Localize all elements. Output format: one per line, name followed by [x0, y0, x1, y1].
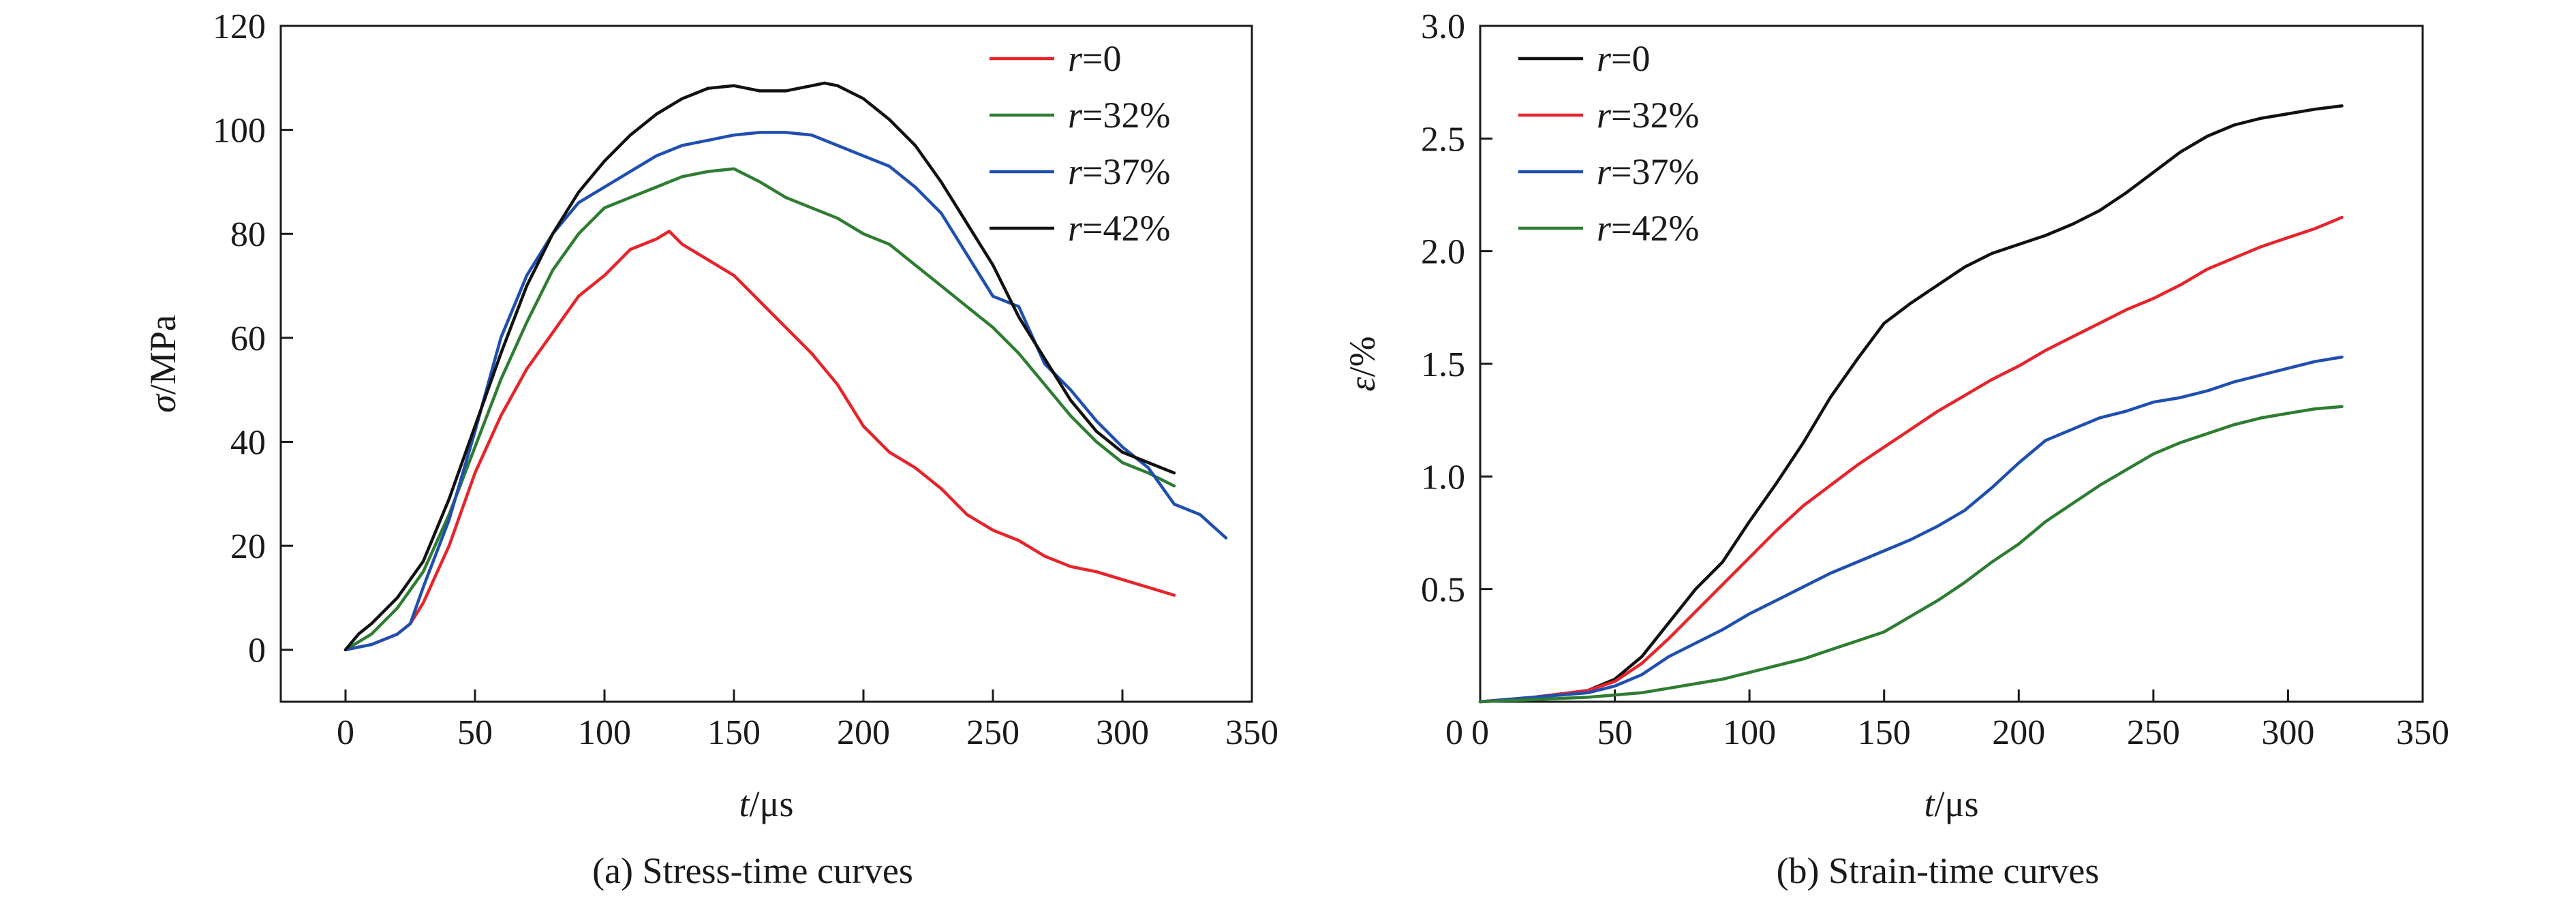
series-line-1 [343, 167, 1176, 651]
x-tick-label: 350 [1225, 713, 1278, 752]
legend-label-1: r=32% [1597, 95, 1699, 136]
x-tick-label: 0 [1445, 713, 1463, 752]
y-tick-label: 20 [230, 527, 266, 566]
legend-label-0: r=0 [1597, 38, 1650, 79]
chart-panel-0: 0 50 100 150 200 250 300 350 0 20 40 60 80 100 120 t/μs… [142, 7, 1278, 891]
series-line-0 [343, 230, 1176, 651]
legend-label-2: r=37% [1068, 151, 1170, 192]
y-tick-label: 0.5 [1421, 571, 1465, 610]
x-tick-label: 150 [1858, 713, 1911, 752]
y-axis-label: ε/% [1342, 336, 1383, 391]
x-tick-label: 0 [1471, 713, 1489, 752]
plot-frame [279, 25, 1253, 703]
legend-label-0: r=0 [1068, 38, 1121, 79]
y-tick-label: 2.0 [1421, 233, 1465, 272]
legend-label-2: r=37% [1597, 151, 1699, 192]
x-axis-label: t/μs [1925, 783, 1979, 824]
series-line-2 [1478, 355, 2344, 704]
series-line-3 [343, 81, 1176, 651]
y-tick-label: 0 [248, 632, 266, 670]
x-tick-label: 300 [2261, 713, 2314, 752]
x-tick-label: 100 [1723, 713, 1776, 752]
x-tick-label: 200 [1992, 713, 2045, 752]
series-line-0 [1478, 104, 2344, 704]
chart-caption: (b) Strain-time curves [1777, 850, 2100, 891]
series-line-1 [1478, 215, 2344, 704]
x-tick-label: 100 [578, 713, 631, 752]
y-tick-label: 100 [213, 112, 266, 151]
x-tick-label: 0 [337, 713, 354, 752]
x-tick-label: 50 [1597, 713, 1633, 752]
x-tick-label: 200 [837, 713, 890, 752]
x-tick-label: 350 [2396, 713, 2449, 752]
y-tick-label: 40 [230, 423, 266, 462]
x-tick-label: 250 [2127, 713, 2180, 752]
y-tick-label: 1.0 [1421, 458, 1465, 497]
y-axis-label: σ/MPa [142, 315, 183, 413]
legend-label-3: r=42% [1068, 208, 1170, 249]
x-tick-label: 50 [457, 713, 493, 752]
y-tick-label: 80 [230, 215, 266, 254]
y-tick-label: 3.0 [1421, 7, 1465, 46]
series-line-3 [1478, 405, 2344, 704]
legend-label-3: r=42% [1597, 208, 1699, 249]
chart-caption: (a) Stress-time curves [592, 850, 913, 891]
x-tick-label: 250 [966, 713, 1019, 752]
y-tick-label: 2.5 [1421, 120, 1465, 159]
chart-panel-1: 0 50 100 150 200 250 300 350 0 0.5 1.0 1.5 2.0 2.5 3.0… [1342, 7, 2449, 891]
x-tick-label: 150 [707, 713, 761, 752]
series-line-2 [343, 131, 1228, 651]
y-tick-label: 120 [213, 7, 266, 46]
x-tick-label: 300 [1096, 713, 1149, 752]
y-tick-label: 60 [230, 320, 266, 358]
x-axis-label: t/μs [739, 783, 794, 824]
legend-label-1: r=32% [1068, 95, 1170, 136]
y-tick-label: 1.5 [1421, 345, 1465, 384]
